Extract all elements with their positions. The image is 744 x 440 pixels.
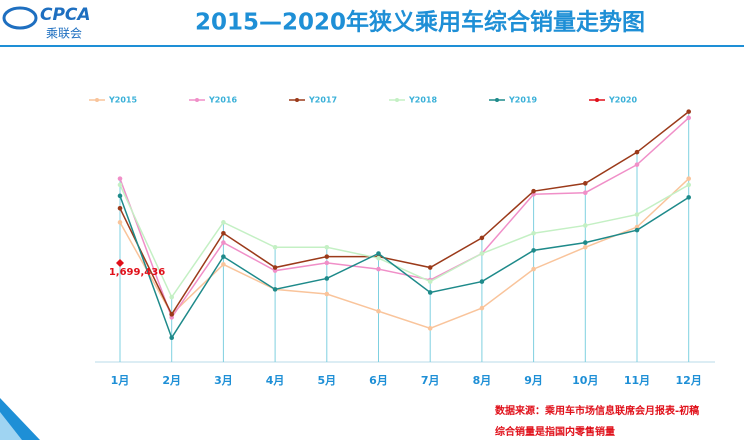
x-tick-label: 4月 bbox=[266, 374, 285, 387]
legend-label: Y2018 bbox=[408, 96, 437, 105]
series-line bbox=[119, 117, 690, 320]
marker bbox=[324, 244, 330, 250]
legend-marker bbox=[595, 98, 599, 102]
legend-label: Y2015 bbox=[108, 96, 137, 105]
marker bbox=[117, 176, 123, 181]
corner-decoration bbox=[0, 412, 22, 440]
marker bbox=[272, 265, 278, 270]
marker bbox=[221, 230, 226, 236]
note: 综合销量是指国内零售销量 bbox=[495, 425, 615, 438]
marker bbox=[324, 276, 330, 281]
marker bbox=[583, 240, 588, 245]
marker bbox=[686, 195, 691, 200]
data-label: 1,699,436 bbox=[109, 267, 165, 278]
marker bbox=[117, 193, 123, 199]
marker bbox=[221, 254, 226, 259]
note: 数据来源：乘用车市场信息联席会月报表-初稿 bbox=[495, 404, 699, 417]
marker bbox=[427, 279, 433, 284]
x-tick-label: 9月 bbox=[524, 374, 543, 387]
logo-name: 乘联会 bbox=[46, 27, 82, 41]
marker bbox=[583, 244, 588, 250]
marker bbox=[686, 109, 691, 114]
marker bbox=[169, 335, 174, 341]
marker bbox=[634, 212, 640, 217]
marker bbox=[427, 265, 433, 270]
legend-label: Y2017 bbox=[308, 96, 337, 105]
marker bbox=[686, 115, 691, 121]
marker bbox=[427, 290, 433, 295]
marker bbox=[583, 223, 588, 228]
marker bbox=[531, 266, 536, 272]
marker bbox=[376, 251, 381, 256]
series-line bbox=[119, 184, 690, 299]
marker bbox=[531, 230, 536, 236]
legend-label: Y2019 bbox=[508, 96, 537, 105]
marker bbox=[221, 240, 226, 245]
marker bbox=[427, 326, 433, 331]
legend-marker bbox=[95, 98, 99, 102]
x-tick-label: 7月 bbox=[421, 374, 440, 387]
x-tick-label: 6月 bbox=[369, 374, 388, 387]
legend-label: Y2016 bbox=[208, 96, 237, 105]
marker bbox=[324, 254, 330, 259]
legend-marker bbox=[295, 98, 299, 102]
marker bbox=[272, 244, 278, 250]
marker bbox=[324, 260, 330, 266]
marker bbox=[324, 291, 330, 297]
x-tick-label: 3月 bbox=[214, 374, 233, 387]
marker bbox=[117, 182, 123, 188]
marker bbox=[479, 279, 485, 284]
marker bbox=[479, 305, 485, 311]
x-tick-label: 8月 bbox=[473, 374, 492, 387]
marker bbox=[117, 220, 123, 225]
marker bbox=[531, 248, 536, 253]
marker bbox=[479, 251, 485, 256]
x-tick-label: 10月 bbox=[572, 374, 598, 387]
marker bbox=[169, 312, 174, 317]
marker bbox=[583, 190, 588, 196]
series-line bbox=[119, 111, 690, 316]
marker bbox=[479, 235, 485, 241]
legend-label: Y2020 bbox=[608, 96, 637, 105]
marker bbox=[686, 182, 691, 188]
x-tick-label: 2月 bbox=[162, 374, 181, 387]
marker bbox=[376, 255, 381, 261]
marker bbox=[376, 266, 381, 272]
logo-mark bbox=[2, 6, 38, 30]
legend-marker bbox=[395, 98, 399, 102]
marker bbox=[117, 205, 123, 211]
marker bbox=[583, 181, 588, 186]
x-tick-label: 11月 bbox=[624, 374, 650, 387]
legend-marker bbox=[195, 98, 199, 102]
chart-title: 2015—2020年狭义乘用车综合销量走势图 bbox=[195, 9, 645, 36]
marker bbox=[116, 258, 124, 267]
marker bbox=[686, 176, 691, 181]
marker bbox=[531, 188, 536, 194]
marker bbox=[376, 308, 381, 314]
marker bbox=[221, 220, 226, 225]
marker bbox=[272, 287, 278, 292]
series-line bbox=[119, 178, 690, 330]
marker bbox=[634, 227, 640, 233]
marker bbox=[634, 162, 640, 167]
legend-marker bbox=[495, 98, 499, 102]
series-line bbox=[119, 195, 690, 340]
x-tick-label: 5月 bbox=[317, 374, 336, 387]
x-tick-label: 1月 bbox=[111, 374, 130, 387]
x-tick-label: 12月 bbox=[676, 374, 702, 387]
marker bbox=[634, 149, 640, 155]
marker bbox=[221, 262, 226, 267]
marker bbox=[169, 294, 174, 300]
logo-brand: CPCA bbox=[40, 5, 91, 25]
